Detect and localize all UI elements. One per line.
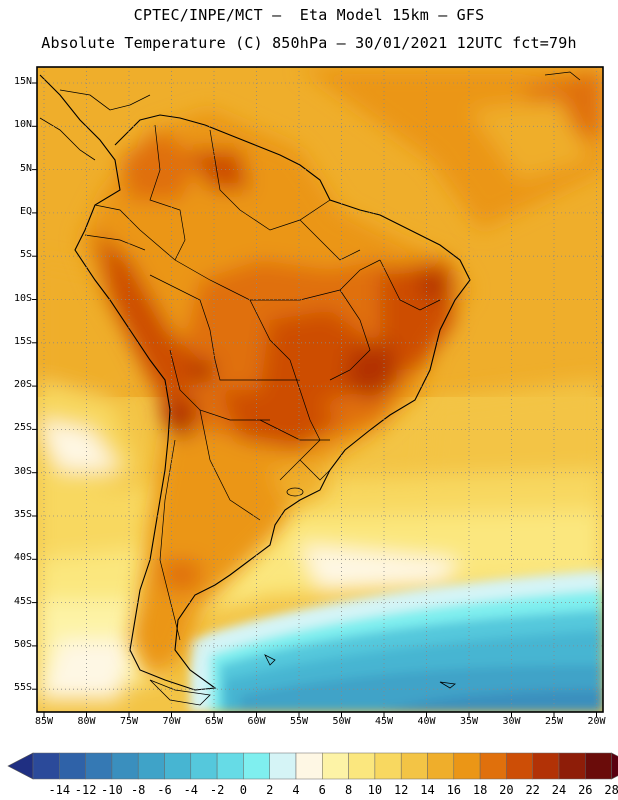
colorbar-tick-label: 0 [239, 783, 247, 797]
colorbar-tick-label: 2 [266, 783, 274, 797]
colorbar-cell [32, 752, 60, 780]
colorbar-tick-label: -10 [101, 783, 123, 797]
colorbar-cell [59, 752, 86, 780]
colorbar-tick-label: 12 [393, 783, 409, 797]
latitude-label: 5S [19, 249, 32, 261]
colorbar-tick-label: -8 [130, 783, 146, 797]
longitude-label: 30W [502, 716, 521, 727]
colorbar-tick-label: 8 [344, 783, 353, 797]
colorbar-tick-label: -2 [209, 783, 225, 797]
colorbar-tick-label: -4 [183, 783, 199, 797]
colorbar-cell [243, 752, 270, 780]
latitude-label: 50S [13, 638, 32, 650]
longitude-label: 75W [119, 716, 139, 727]
colorbar-cell [400, 752, 428, 780]
colorbar-cell [85, 752, 113, 780]
colorbar-cell [164, 752, 192, 780]
latitude-label: EQ [19, 205, 32, 217]
colorbar-cell [322, 752, 349, 780]
colorbar-tick-label: -14 [48, 783, 71, 797]
latitude-label: 55S [13, 682, 32, 694]
colorbar-cell [374, 752, 402, 780]
longitude-label: 55W [289, 716, 309, 727]
longitude-label: 80W [77, 716, 96, 727]
colorbar-cell [216, 752, 244, 780]
longitude-label: 35W [459, 716, 479, 727]
colorbar-tick-label: 26 [578, 783, 593, 797]
colorbar-cell [506, 752, 533, 780]
longitude-label: 45W [374, 716, 394, 727]
colorbar-cell [111, 752, 139, 780]
colorbar-cell [532, 752, 560, 780]
colorbar-cell [137, 752, 165, 780]
colorbar-tick-label: 14 [420, 783, 435, 797]
colorbar-under-arrow [7, 752, 34, 780]
colorbar-cell [427, 752, 455, 780]
longitude-label: 50W [332, 716, 351, 727]
colorbar-tick-label: 28 [604, 783, 618, 797]
colorbar-over-arrow [611, 752, 618, 780]
latitude-label: 45S [13, 595, 32, 607]
latitude-label: 10N [13, 119, 32, 131]
colorbar-cell [295, 752, 323, 780]
latitude-label: 15S [13, 335, 32, 347]
latitude-label: 20S [13, 379, 32, 391]
colorbar-cell [558, 752, 586, 780]
longitude-label: 20W [587, 716, 606, 727]
colorbar-cell [269, 752, 297, 780]
colorbar-tick-label: 22 [525, 783, 540, 797]
axis-ticks [32, 82, 597, 717]
longitude-label: 60W [247, 716, 266, 727]
colorbar-tick-label: 16 [446, 783, 462, 797]
longitude-label: 85W [34, 716, 54, 727]
latitude-label: 5N [19, 162, 32, 174]
latitude-label: 40S [13, 552, 32, 564]
colorbar-tick-label: 24 [551, 783, 567, 797]
colorbar-cell [453, 752, 481, 780]
colorbar-tick-label: 6 [318, 783, 326, 797]
latitude-label: 30S [13, 465, 32, 477]
colorbar [7, 752, 618, 780]
latitude-label: 25S [13, 422, 32, 434]
colorbar-tick-label: 4 [292, 783, 300, 797]
longitude-label: 25W [544, 716, 564, 727]
longitude-label: 40W [417, 716, 436, 727]
latitude-label: 10S [13, 292, 32, 304]
colorbar-tick-label: 18 [472, 783, 488, 797]
colorbar-cell [190, 752, 218, 780]
map-frame [36, 66, 604, 713]
colorbar-cell [348, 752, 376, 780]
latitude-label: 35S [13, 509, 32, 520]
latitude-label: 15N [13, 76, 32, 87]
colorbar-tick-label: -12 [74, 783, 97, 797]
colorbar-cell [479, 752, 507, 780]
longitude-label: 65W [204, 716, 224, 727]
colorbar-tick-label: -6 [157, 783, 172, 797]
longitude-label: 70W [162, 716, 181, 727]
chart-title-line-1: CPTEC/INPE/MCT – Eta Model 15km – GFS [133, 6, 485, 24]
country-borders [84, 124, 441, 641]
chart-title-line-2: Absolute Temperature (C) 850hPa – 30/01/… [41, 34, 577, 52]
temperature-field [37, 67, 603, 712]
colorbar-tick-label: 20 [499, 783, 514, 797]
colorbar-cell [585, 752, 612, 780]
colorbar-tick-label: 10 [367, 783, 383, 797]
